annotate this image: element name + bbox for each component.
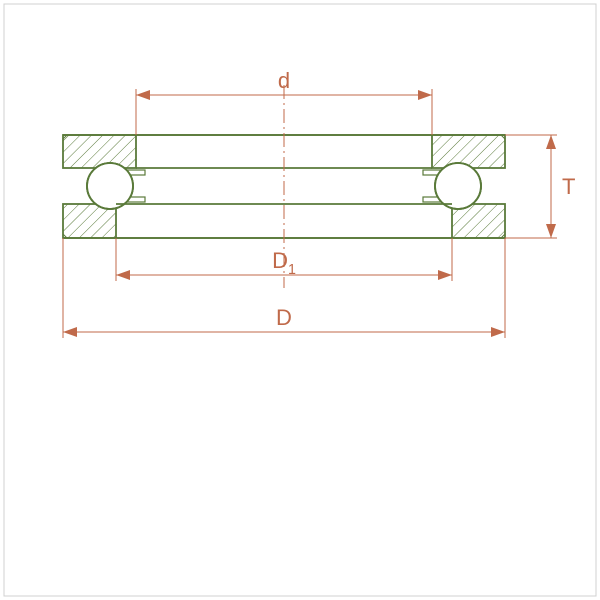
dimension-d: d xyxy=(278,68,290,93)
bearing-drawing: d D1 D T xyxy=(0,0,600,600)
dimension-T: T xyxy=(562,174,575,199)
dimension-D: D xyxy=(276,305,292,330)
dimension-d1: D1 xyxy=(272,248,296,278)
